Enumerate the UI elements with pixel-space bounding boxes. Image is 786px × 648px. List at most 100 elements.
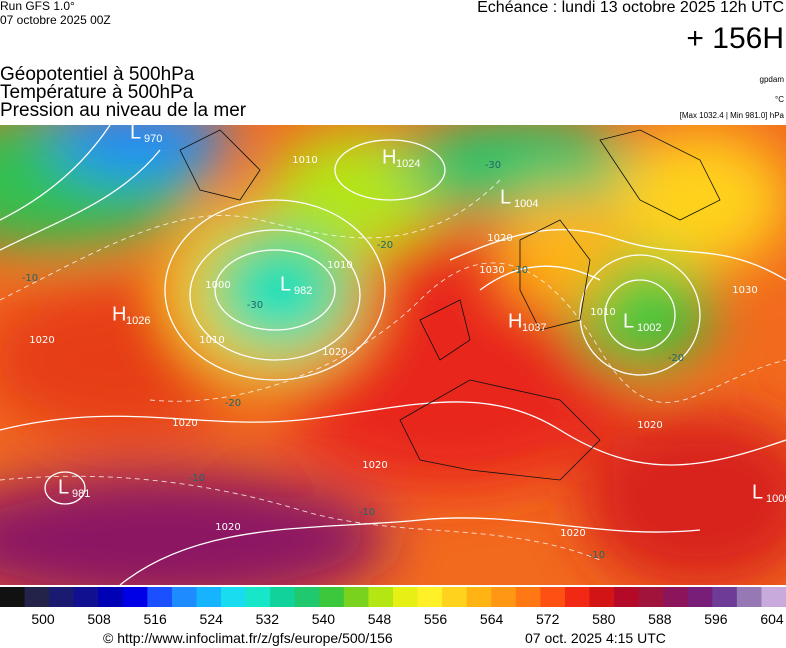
colorbar-label: 572 [536,611,560,627]
center-letter: H [112,303,126,325]
colorbar-swatch [147,587,173,607]
colorbar-swatch [491,587,517,607]
center-value: 981 [72,488,90,500]
colorbar-label: 508 [87,611,111,627]
colorbar-label: 500 [31,611,55,627]
center-value: 1002 [637,322,661,334]
lead-time: + 156H [686,22,784,55]
colorbar-swatch [614,587,640,607]
colorbar-swatch [245,587,271,607]
isobar-label: 1020 [637,420,662,431]
temperature-label: -10 [589,550,605,561]
isobar-label: 1020 [487,233,512,244]
colorbar-label: 532 [256,611,280,627]
colorbar-swatch [24,587,50,607]
isobar-label: 1010 [327,260,352,271]
isobar-label: 1010 [199,335,224,346]
center-value: 1026 [126,315,150,327]
run: Run GFS 1.0° [0,0,75,13]
isobar-label: 1020 [560,528,585,539]
colorbar-swatch [417,587,443,607]
colorbar-swatch [0,587,26,607]
temperature-label: -30 [485,160,501,171]
colorbar-swatch [442,587,468,607]
center-letter: H [508,310,522,332]
isotherms [0,179,786,561]
temperature-label: -20 [225,398,241,409]
colorbar-label: 540 [312,611,336,627]
center-value: 1009 [766,493,786,505]
colorbar-swatch [736,587,762,607]
colorbar-label: 556 [424,611,448,627]
isobar-label: 1020 [322,347,347,358]
colorbar-swatch [638,587,664,607]
isobar-label: 1030 [732,285,757,296]
colorbar-swatch [98,587,124,607]
unit-geo: gpdam [760,75,785,84]
center-value: 1024 [396,158,420,170]
colorbar-swatch [343,587,369,607]
center-value: 982 [294,285,312,297]
temperature-label: -30 [247,300,263,311]
footer-date: 07 oct. 2025 4:15 UTC [525,630,666,646]
isobar-label: 1030 [479,265,504,276]
isobar-label: 1010 [590,307,615,318]
center-letter: L [500,186,511,208]
colorbar-swatch [49,587,75,607]
colorbar-swatch [687,587,713,607]
colorbar-swatch [73,587,99,607]
field [0,125,786,585]
colorbar-swatch [540,587,566,607]
center-letter: L [280,273,291,295]
colorbar-label: 548 [368,611,392,627]
temperature-label: -20 [377,240,393,251]
center-letter: H [382,146,396,168]
colorbar-swatch [761,587,786,607]
colorbar-swatch [171,587,197,607]
colorbar-label: 604 [760,611,784,627]
center-letter: L [130,121,141,143]
colorbar-label: 580 [592,611,616,627]
colorbar-swatch [393,587,419,607]
colorbar-label: 524 [200,611,224,627]
colorbar-swatch [270,587,296,607]
colorbar-label: 596 [704,611,728,627]
center-letter: L [58,476,69,498]
center-value: 1037 [522,322,546,334]
colorbar-label: 564 [480,611,504,627]
title-line: Température à 500hPa [0,82,194,103]
colorbar-swatch [466,587,492,607]
isobar-label: 1020 [29,335,54,346]
temperature-label: -10 [22,273,38,284]
colorbar-label: 588 [648,611,672,627]
run-date: 07 octobre 2025 00Z [0,13,111,27]
isobar-label: 1020 [172,418,197,429]
colorbar-swatch [564,587,590,607]
center-letter: L [623,310,634,332]
title-line: Pression au niveau de la mer [0,100,247,121]
colorbar-swatch [663,587,689,607]
colorbar-swatch [589,587,615,607]
temperature-label: -10 [359,507,375,518]
colorbar-swatch [122,587,148,607]
center-value: 970 [144,133,162,145]
temperature-label: -10 [189,473,205,484]
colorbar-swatch [319,587,345,607]
isobar-label: 1020 [362,460,387,471]
pressure-range: [Max 1032.4 | Min 981.0] hPa [680,111,785,120]
colorbar-swatch [515,587,541,607]
colorbar-swatch [196,587,222,607]
center-letter: L [752,481,763,503]
coastlines [179,129,721,481]
isobars [0,125,786,585]
title-line: Géopotentiel à 500hPa [0,64,195,85]
colorbar-label: 516 [143,611,167,627]
colorbar-swatch [221,587,247,607]
colorbar-swatch [294,587,320,607]
footer-url: © http://www.infoclimat.fr/z/gfs/europe/… [103,630,393,646]
isobar-label: 1020 [215,522,240,533]
temperature-label: -10 [512,265,528,276]
